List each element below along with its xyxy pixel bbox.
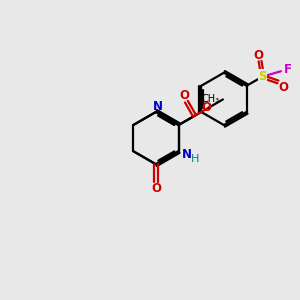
Text: O: O	[253, 49, 263, 62]
Text: N: N	[182, 148, 192, 161]
Text: F: F	[284, 63, 292, 76]
Text: O: O	[151, 182, 161, 195]
Text: O: O	[179, 89, 189, 102]
Text: N: N	[153, 100, 163, 113]
Text: H: H	[191, 154, 199, 164]
Text: O: O	[201, 101, 211, 114]
Text: S: S	[258, 70, 267, 83]
Text: O: O	[278, 81, 288, 94]
Text: CH₃: CH₃	[201, 94, 219, 104]
